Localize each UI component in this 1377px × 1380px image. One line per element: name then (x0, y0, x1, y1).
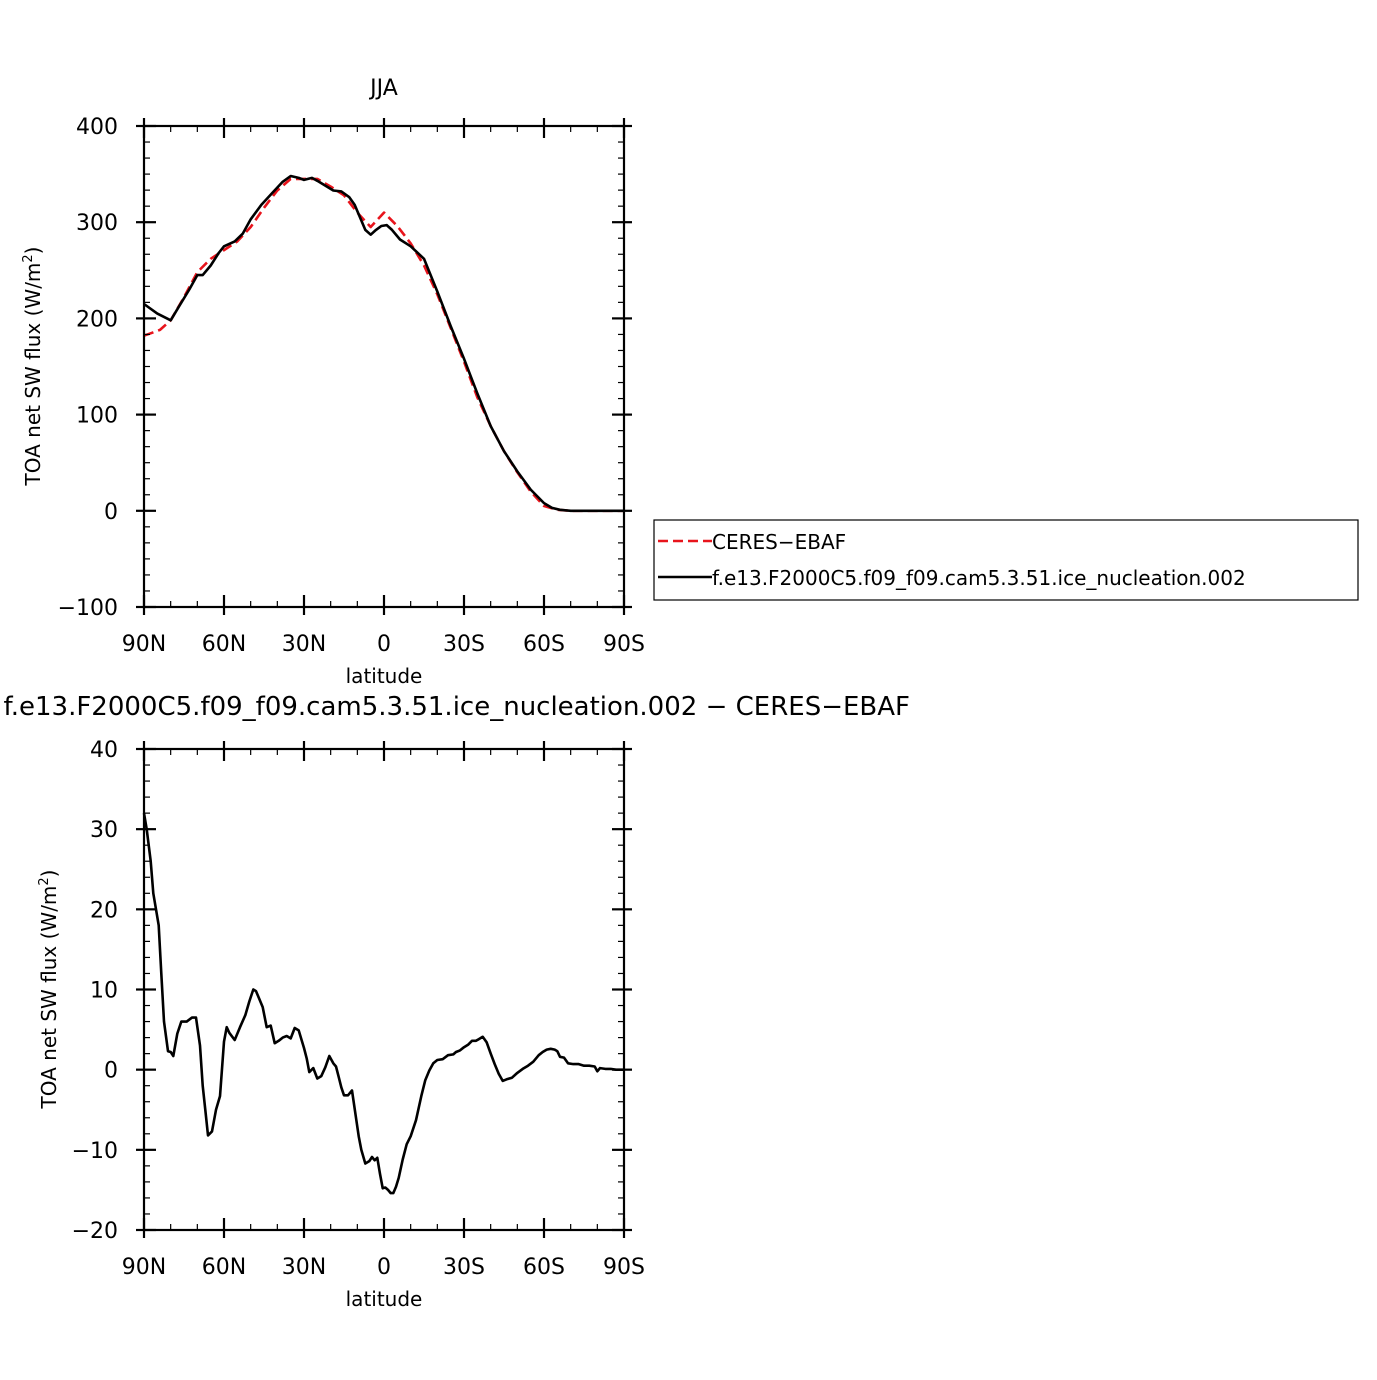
bottom-y-tick-label: −10 (72, 1139, 118, 1164)
bottom-y-axis-label: TOA net SW flux (W/m2) (37, 869, 61, 1109)
top-y-tick-label: 100 (76, 404, 118, 429)
bottom-panel: f.e13.F2000C5.f09_f09.cam5.3.51.ice_nucl… (3, 692, 910, 1311)
top-x-tick-label: 90S (603, 632, 645, 657)
top-y-tick-label: 0 (104, 500, 118, 525)
top-y-axis-label-sup: 2 (21, 254, 36, 262)
top-chart-title: JJA (368, 76, 398, 101)
top-y-tick-label: 400 (76, 115, 118, 140)
bottom-x-tick-label: 60N (202, 1255, 246, 1280)
legend-box (653, 519, 1359, 601)
top-x-axis-label: latitude (346, 664, 423, 688)
bottom-chart-title: f.e13.F2000C5.f09_f09.cam5.3.51.ice_nucl… (3, 692, 910, 722)
top-y-tick-label: 200 (76, 307, 118, 332)
bottom-y-tick-label: 40 (90, 738, 118, 763)
bottom-y-tick-label: −20 (72, 1219, 118, 1244)
top-x-tick-label: 60S (523, 632, 565, 657)
legend-label-model: f.e13.F2000C5.f09_f09.cam5.3.51.ice_nucl… (712, 566, 1246, 590)
top-y-axis-label-main: TOA net SW flux (W/m (21, 263, 45, 487)
bottom-x-tick-label: 0 (377, 1255, 391, 1280)
bottom-y-axis-label-close: ) (37, 869, 61, 877)
top-x-tick-labels: 90N 60N 30N 0 30S 60S 90S (122, 632, 645, 657)
bottom-x-tick-label: 90N (122, 1255, 166, 1280)
bottom-y-tick-labels: 40 30 20 10 0 −10 −20 (72, 738, 118, 1244)
top-axis-ticks (136, 118, 632, 615)
top-y-tick-labels: 400 300 200 100 0 −100 (58, 115, 118, 621)
top-x-tick-label: 30S (443, 632, 485, 657)
bottom-y-tick-label: 10 (90, 979, 118, 1004)
legend-label-ceres: CERES−EBAF (712, 530, 846, 554)
bottom-x-tick-label: 30N (282, 1255, 326, 1280)
top-x-tick-label: 0 (377, 632, 391, 657)
bottom-x-axis-label: latitude (346, 1287, 423, 1311)
top-y-axis-label: TOA net SW flux (W/m2) (21, 246, 45, 486)
top-x-tick-label: 60N (202, 632, 246, 657)
bottom-axis-ticks (136, 741, 632, 1238)
bottom-y-axis-label-sup: 2 (37, 877, 52, 885)
bottom-y-tick-label: 30 (90, 818, 118, 843)
top-series-line-1 (143, 174, 624, 513)
legend: CERES−EBAF f.e13.F2000C5.f09_f09.cam5.3.… (653, 519, 1359, 601)
bottom-series-lines (142, 812, 624, 1195)
top-y-tick-label: 300 (76, 211, 118, 236)
top-series-lines (143, 174, 624, 513)
bottom-x-tick-label: 90S (603, 1255, 645, 1280)
top-series-line-0 (143, 177, 624, 513)
top-y-tick-label: −100 (58, 596, 118, 621)
bottom-plot-frame (142, 747, 626, 1232)
bottom-series-line-0 (142, 812, 624, 1195)
bottom-y-tick-label: 0 (104, 1059, 118, 1084)
top-plot-frame (142, 124, 626, 609)
top-x-tick-label: 30N (282, 632, 326, 657)
bottom-x-tick-label: 60S (523, 1255, 565, 1280)
bottom-y-axis-label-main: TOA net SW flux (W/m (37, 886, 61, 1110)
top-y-axis-label-close: ) (21, 246, 45, 254)
bottom-x-tick-labels: 90N 60N 30N 0 30S 60S 90S (122, 1255, 645, 1280)
top-panel: JJA 90N 60N 30N 0 30S 60S 90S 400 300 200 100 0 −10… (21, 76, 645, 688)
bottom-y-tick-label: 20 (90, 898, 118, 923)
top-x-tick-label: 90N (122, 632, 166, 657)
bottom-x-tick-label: 30S (443, 1255, 485, 1280)
